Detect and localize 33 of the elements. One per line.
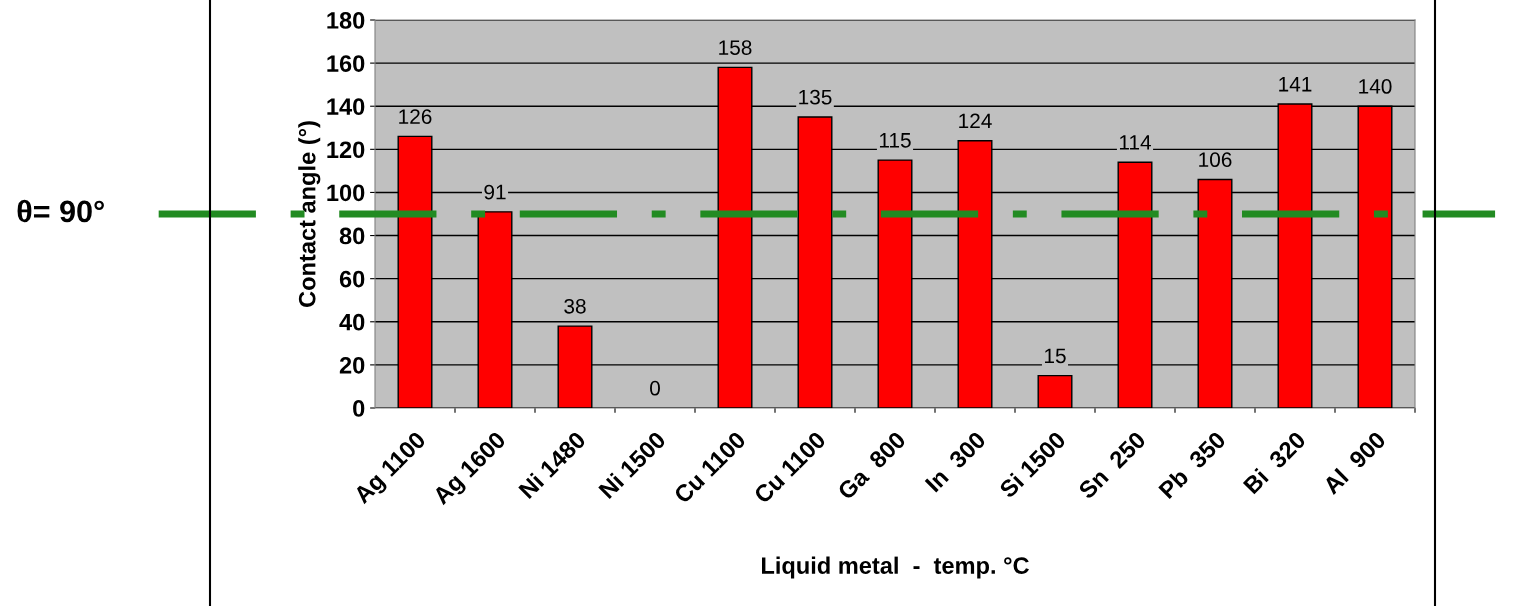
x-tick-label: Al 900 [1321, 430, 1387, 496]
x-tick-label: Bi 320 [1242, 430, 1307, 495]
data-label: 106 [1199, 152, 1232, 168]
x-tick-label: In 300 [924, 430, 987, 493]
y-tick-label: 20 [339, 356, 365, 374]
y-tick-label: 40 [339, 313, 365, 331]
data-label: 15 [1045, 348, 1066, 364]
y-axis-title: Contact angle (°) [298, 121, 321, 307]
data-label: 141 [1279, 77, 1312, 92]
x-axis-title: Liquid metal - temp. °C [762, 556, 1029, 579]
ref-line-label: θ= 90° [17, 199, 104, 223]
y-tick-label: 60 [339, 270, 365, 288]
data-label: 135 [799, 89, 832, 105]
data-label: 126 [399, 109, 432, 124]
data-label: 38 [564, 298, 586, 314]
y-tick-label: 0 [353, 400, 365, 417]
x-tick-label: Ga 800 [836, 430, 907, 501]
y-tick-label: 140 [327, 98, 365, 116]
x-tick-label: Pb 350 [1157, 430, 1227, 500]
y-tick-label: 120 [327, 141, 365, 159]
data-label: 158 [719, 40, 752, 55]
data-label: 0 [650, 380, 660, 396]
data-label: 140 [1359, 79, 1392, 94]
x-tick-label: Sn 250 [1077, 430, 1147, 500]
y-tick-label: 180 [327, 12, 365, 29]
bar [1037, 374, 1073, 408]
data-label: 114 [1119, 135, 1151, 150]
data-label: 91 [484, 184, 506, 200]
data-label: 115 [879, 133, 911, 148]
y-tick-label: 160 [327, 55, 365, 72]
y-tick-label: 100 [327, 184, 365, 202]
data-label: 124 [959, 113, 992, 129]
y-tick-label: 80 [339, 227, 365, 245]
